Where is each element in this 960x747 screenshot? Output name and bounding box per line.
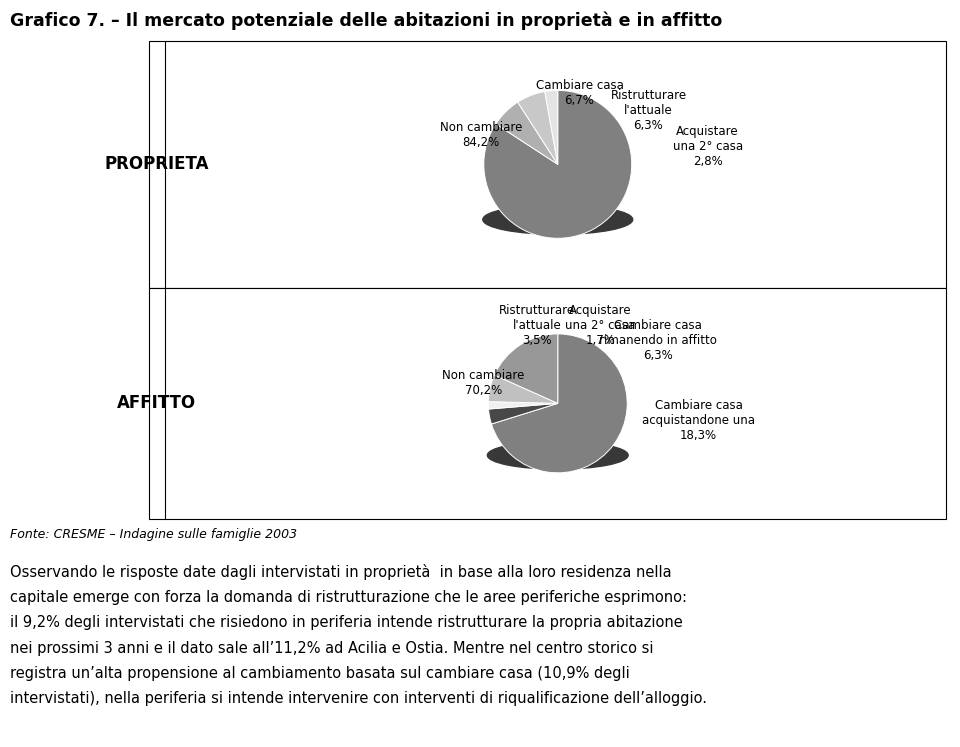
Text: Fonte: CRESME – Indagine sulle famiglie 2003: Fonte: CRESME – Indagine sulle famiglie … (10, 528, 297, 541)
Text: Acquistare
una 2° casa
2,8%: Acquistare una 2° casa 2,8% (673, 125, 743, 168)
Wedge shape (489, 375, 558, 403)
Wedge shape (484, 90, 632, 238)
Text: PROPRIETA: PROPRIETA (105, 155, 209, 173)
Wedge shape (517, 92, 558, 164)
Text: Ristrutturare
l'attuale
6,3%: Ristrutturare l'attuale 6,3% (611, 89, 686, 131)
Wedge shape (545, 90, 558, 164)
Ellipse shape (488, 441, 628, 469)
Text: Ristrutturare
l'attuale
3,5%: Ristrutturare l'attuale 3,5% (499, 304, 575, 347)
Text: Non cambiare
70,2%: Non cambiare 70,2% (443, 369, 525, 397)
Wedge shape (489, 403, 558, 424)
Text: Cambiare casa
6,7%: Cambiare casa 6,7% (536, 79, 623, 108)
Wedge shape (495, 102, 558, 164)
Text: Acquistare
una 2° casa
1,7%: Acquistare una 2° casa 1,7% (565, 304, 636, 347)
Text: Non cambiare
84,2%: Non cambiare 84,2% (440, 121, 522, 149)
Text: Cambiare casa
rimanendo in affitto
6,3%: Cambiare casa rimanendo in affitto 6,3% (599, 319, 717, 362)
Wedge shape (494, 334, 558, 403)
Text: Cambiare casa
acquistandone una
18,3%: Cambiare casa acquistandone una 18,3% (642, 399, 756, 441)
Wedge shape (489, 402, 558, 409)
Text: Grafico 7. – Il mercato potenziale delle abitazioni in proprietà e in affitto: Grafico 7. – Il mercato potenziale delle… (10, 11, 722, 30)
Ellipse shape (483, 205, 633, 235)
Text: Osservando le risposte date dagli intervistati in proprietà  in base alla loro r: Osservando le risposte date dagli interv… (10, 564, 707, 706)
Text: AFFITTO: AFFITTO (117, 394, 197, 412)
Wedge shape (492, 334, 627, 473)
